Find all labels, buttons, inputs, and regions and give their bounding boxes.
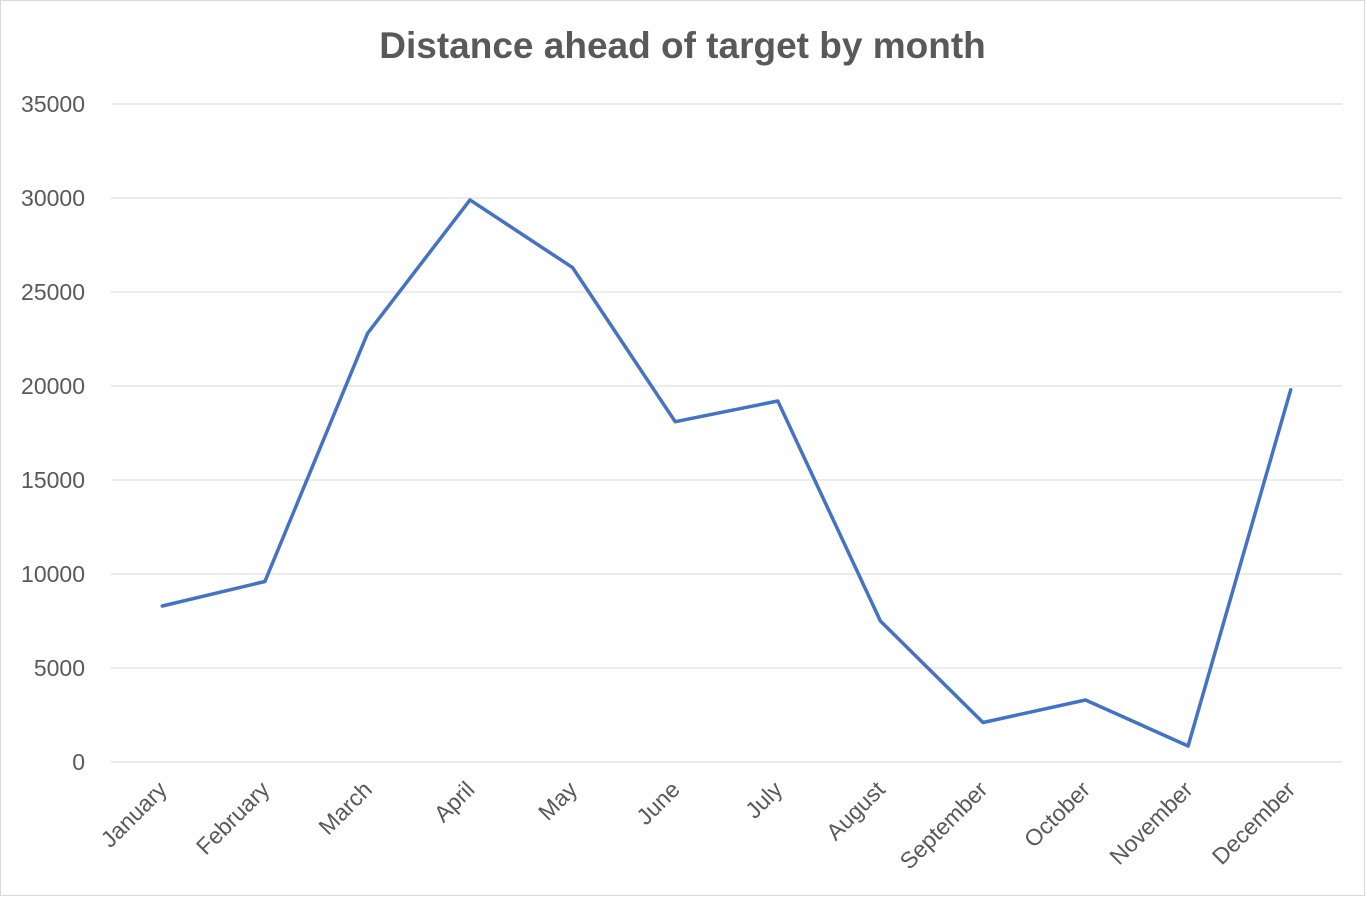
- y-tick-label: 35000: [21, 91, 85, 117]
- data-point: [776, 399, 780, 403]
- x-tick-label: March: [313, 776, 377, 840]
- data-point: [263, 580, 267, 584]
- y-tick-label: 10000: [21, 561, 85, 587]
- y-tick-label: 20000: [21, 373, 85, 399]
- x-tick-label: August: [821, 776, 890, 845]
- chart-title: Distance ahead of target by month: [379, 25, 986, 66]
- x-tick-label: November: [1104, 776, 1198, 870]
- y-tick-label: 25000: [21, 279, 85, 305]
- series-group: [160, 198, 1293, 748]
- data-point: [468, 198, 472, 202]
- series-line: [160, 198, 1293, 748]
- data-point: [878, 619, 882, 623]
- x-axis-tick-labels: January February March April May June July Augu…: [96, 776, 1301, 874]
- x-tick-label: December: [1207, 776, 1301, 870]
- x-tick-label: October: [1019, 776, 1095, 852]
- data-point: [365, 331, 369, 335]
- y-tick-label: 5000: [34, 655, 85, 681]
- x-tick-label: May: [533, 776, 582, 825]
- x-tick-label: July: [740, 776, 788, 824]
- data-point: [571, 266, 575, 270]
- data-point: [1289, 388, 1293, 392]
- x-tick-label: April: [429, 776, 480, 827]
- x-tick-label: June: [631, 776, 685, 830]
- data-point: [160, 604, 164, 608]
- y-tick-label: 30000: [21, 185, 85, 211]
- gridlines: [111, 103, 1342, 763]
- data-point: [673, 420, 677, 424]
- y-tick-label: 15000: [21, 467, 85, 493]
- data-point: [981, 721, 985, 725]
- data-point: [1084, 698, 1088, 702]
- x-tick-label: September: [895, 776, 993, 874]
- y-tick-label: 0: [72, 749, 85, 775]
- y-axis-tick-labels: 0 5000 10000 15000 20000 25000 30000 35000: [21, 91, 85, 775]
- x-tick-label: January: [96, 776, 173, 853]
- data-point: [1186, 744, 1190, 748]
- x-tick-label: February: [191, 776, 275, 860]
